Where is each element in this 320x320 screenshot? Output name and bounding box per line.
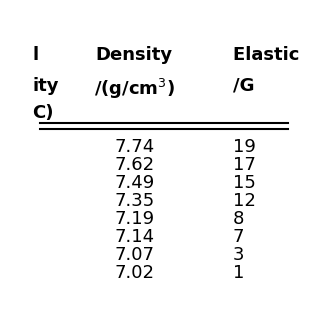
Text: C): C)	[33, 104, 54, 122]
Text: 1: 1	[234, 264, 248, 282]
Text: 7.14: 7.14	[114, 228, 154, 246]
Text: 7.49: 7.49	[114, 174, 154, 192]
Text: 15: 15	[234, 174, 256, 192]
Text: 17: 17	[234, 156, 256, 174]
Text: Density: Density	[96, 46, 173, 64]
Text: 12: 12	[234, 192, 256, 210]
Text: 7.07: 7.07	[114, 246, 154, 264]
Text: l: l	[33, 46, 39, 64]
Text: /(g/cm$^3$): /(g/cm$^3$)	[94, 76, 175, 101]
Text: 7.74: 7.74	[114, 138, 154, 156]
Text: 3: 3	[234, 246, 249, 264]
Text: /G: /G	[234, 76, 255, 95]
Text: 7: 7	[234, 228, 249, 246]
Text: 7.19: 7.19	[114, 210, 154, 228]
Text: Elastic: Elastic	[234, 46, 303, 64]
Text: ity: ity	[33, 76, 59, 95]
Text: 7.02: 7.02	[114, 264, 154, 282]
Text: 19: 19	[234, 138, 256, 156]
Text: 8: 8	[234, 210, 248, 228]
Text: 7.62: 7.62	[114, 156, 154, 174]
Text: 7.35: 7.35	[114, 192, 154, 210]
